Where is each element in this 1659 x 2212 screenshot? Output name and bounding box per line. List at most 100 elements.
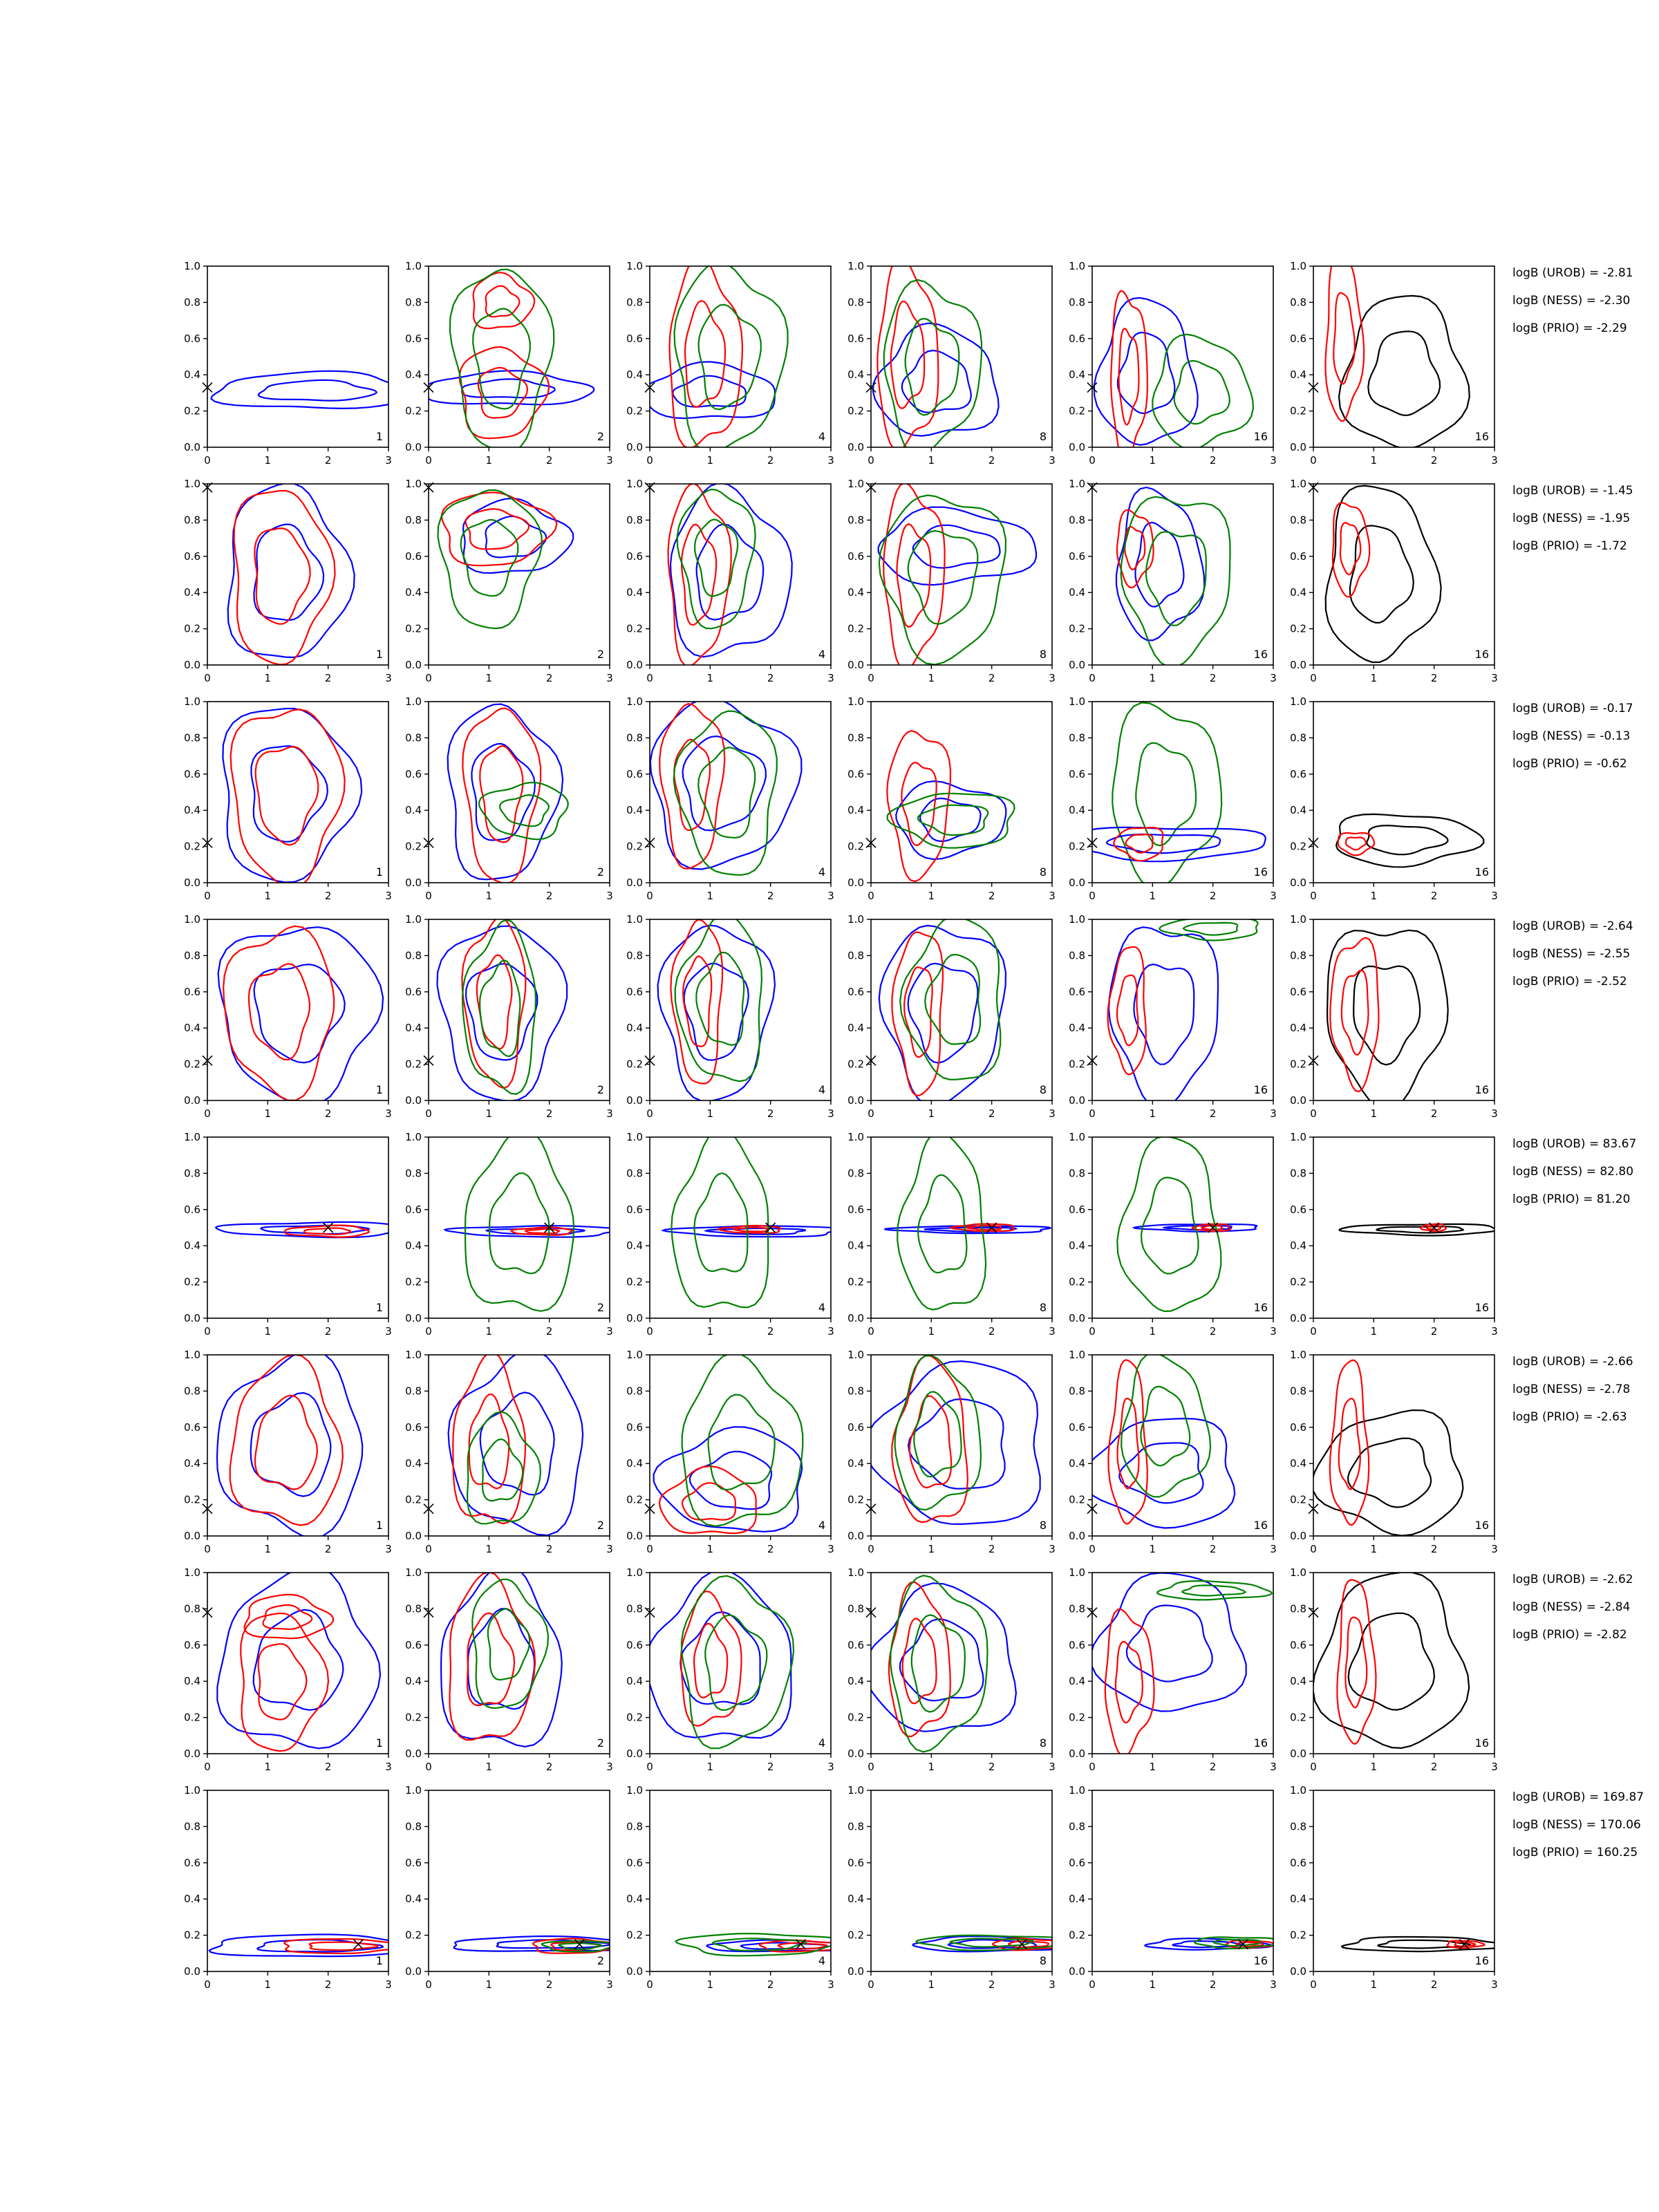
prio-contour-outer (1193, 1936, 1273, 1950)
y-tick-label: 0.8 (184, 514, 200, 526)
panel-label: 8 (1040, 1736, 1047, 1750)
ness-contour-outer (991, 1938, 1052, 1951)
y-tick-label: 0.8 (626, 1385, 643, 1397)
prio-contour-outer (681, 1355, 804, 1527)
y-tick-label: 0.2 (184, 623, 200, 635)
y-tick-label: 0.4 (626, 368, 643, 381)
y-tick-label: 1.0 (1069, 478, 1085, 490)
y-tick-label: 0.0 (1290, 1747, 1306, 1760)
y-tick-label: 0.6 (184, 550, 200, 563)
ness-contour-inner (1125, 833, 1154, 854)
urob-contour-inner (1133, 963, 1195, 1065)
ness-contour-inner (257, 1643, 308, 1721)
ness-contour-outer (229, 709, 346, 883)
contour-layer (871, 1575, 1018, 1753)
contour-layer (1340, 1936, 1494, 1953)
x-tick-label: 1 (1150, 1543, 1156, 1555)
x-tick-label: 0 (1310, 1978, 1317, 1991)
x-tick-label: 2 (1210, 1107, 1217, 1120)
contour-layer (877, 484, 1038, 665)
ness-contour-outer (532, 1938, 610, 1954)
ness-contour-inner (733, 1226, 769, 1232)
ness-contour-inner (466, 1612, 516, 1707)
panel-label: 16 (1475, 1519, 1489, 1532)
urob-contour-inner (250, 1391, 332, 1497)
x-tick-label: 3 (385, 1978, 392, 1991)
urob-contour-inner (479, 1391, 555, 1496)
panel-r2-c3: 0 1 2 3 0.0 0.2 0.4 0.6 0.8 1.0 4 (626, 478, 834, 684)
y-tick-label: 0.4 (847, 804, 864, 816)
x-tick-label: 1 (265, 672, 272, 684)
x-tick-label: 1 (707, 890, 714, 902)
ness-contour-outer (886, 730, 952, 883)
y-tick-label: 0.2 (405, 1929, 422, 1942)
ness-contour-outer (509, 1226, 574, 1236)
y-tick-label: 0.2 (405, 1276, 422, 1288)
y-tick-label: 0.6 (1069, 986, 1085, 998)
prio-contour-outer (466, 1411, 542, 1525)
urob-contour-outer (429, 370, 595, 406)
urob-contour-outer (216, 1573, 382, 1750)
panel-label: 16 (1254, 1083, 1268, 1096)
y-tick-label: 1.0 (847, 1566, 864, 1579)
prio-contour-inner (917, 1174, 968, 1274)
true-value-marker (1016, 1939, 1027, 1950)
contour-layer (1335, 813, 1485, 868)
x-tick-label: 1 (928, 672, 935, 684)
y-tick-label: 0.8 (847, 731, 864, 744)
x-tick-label: 2 (988, 672, 995, 684)
prio-contour-outer (1158, 919, 1259, 941)
true-value-marker (544, 1222, 555, 1233)
ness-contour-inner (777, 1942, 827, 1950)
y-tick-label: 1.0 (626, 1566, 643, 1579)
y-tick-label: 1.0 (184, 913, 200, 926)
y-tick-label: 0.0 (847, 659, 864, 671)
y-tick-label: 0.6 (405, 1203, 422, 1216)
x-tick-label: 2 (988, 1325, 995, 1338)
x-tick-label: 3 (1270, 1761, 1277, 1773)
y-tick-label: 0.8 (1069, 949, 1085, 962)
ref-contour-outer (1338, 294, 1470, 447)
y-tick-label: 0.4 (184, 1893, 200, 1905)
panel-label: 2 (597, 1519, 604, 1532)
x-tick-label: 3 (1049, 672, 1056, 684)
y-tick-label: 0.8 (405, 1385, 422, 1397)
contour-layer (650, 702, 803, 876)
x-tick-label: 1 (1150, 1978, 1156, 1991)
x-tick-label: 1 (928, 890, 935, 902)
ref-contour-outer (1338, 1223, 1494, 1237)
contour-layer (1107, 919, 1259, 1100)
y-tick-label: 1.0 (1069, 1784, 1085, 1797)
panel-r5-c2: 0 1 2 30.00.20.40.60.81.02 (405, 1131, 613, 1338)
panel-r8-c2: 0 1 2 30.00.20.40.60.81.02 (405, 1784, 613, 1991)
urob-contour-inner (683, 962, 749, 1061)
x-tick-label: 3 (827, 1325, 834, 1338)
x-tick-label: 3 (1491, 1325, 1498, 1338)
y-tick-label: 0.8 (405, 949, 422, 962)
y-tick-label: 0.2 (1290, 1058, 1306, 1071)
ness-contour-inner (254, 745, 319, 846)
y-tick-label: 0.6 (847, 1421, 864, 1434)
ness-contour-inner (468, 1393, 510, 1490)
panel-label: 2 (597, 1954, 604, 1967)
panel-r8-c5: 0 1 2 3 0.0 0.2 0.4 0.6 0.8 1.0 16 (1069, 1784, 1277, 1991)
ness-contour-outer (229, 1355, 344, 1526)
y-tick-label: 0.2 (405, 841, 422, 853)
ref-contour-outer (1335, 813, 1485, 868)
y-tick-label: 0.8 (626, 731, 643, 744)
y-tick-label: 0.6 (847, 550, 864, 563)
urob-contour-outer (1092, 1573, 1247, 1712)
panel-r3-c2: 0 1 2 30.00.20.40.60.81.02 (405, 695, 613, 902)
urob-contour-inner (901, 349, 972, 413)
panel-r6-c1: 0 1 2 3 0.0 0.2 0.4 0.6 0.8 1.0 1 (184, 1349, 392, 1555)
y-tick-label: 0.6 (1069, 1421, 1085, 1434)
ness-contour-inner (1425, 1224, 1442, 1231)
panel-label: 1 (376, 1301, 383, 1314)
panel-label: 2 (597, 1301, 604, 1314)
ness-contour-outer (1104, 1609, 1155, 1754)
ness-contour-inner (1333, 292, 1356, 385)
contour-layer (675, 1933, 831, 1957)
y-tick-label: 1.0 (847, 695, 864, 708)
ness-contour-inner (308, 1941, 379, 1951)
x-tick-label: 0 (868, 1543, 874, 1555)
